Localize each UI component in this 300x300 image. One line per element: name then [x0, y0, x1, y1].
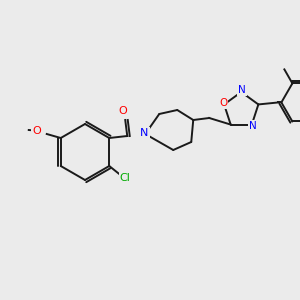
Text: Cl: Cl [120, 173, 131, 183]
Text: O: O [32, 126, 41, 136]
Text: N: N [238, 85, 246, 95]
Text: N: N [249, 121, 257, 130]
Text: O: O [219, 98, 227, 108]
Text: N: N [140, 128, 148, 138]
Text: O: O [119, 106, 128, 116]
